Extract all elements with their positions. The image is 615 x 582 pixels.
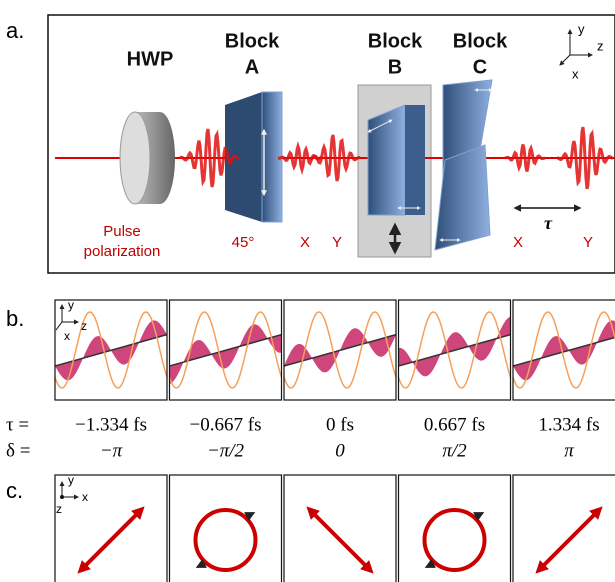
- field-panel: [513, 312, 615, 388]
- delta-value: π/2: [442, 440, 467, 461]
- axis-label: x: [82, 490, 88, 504]
- panel-b: −1.334 fs −π −0.667 fs −π/2 0 fs 0 0.667 fs π/2…: [55, 300, 615, 461]
- figure: a. HWP Block A Block B Block C y z x Pul…: [0, 0, 615, 582]
- panel-frame: [513, 475, 615, 582]
- polarization-circle: [196, 510, 256, 570]
- block-c: [435, 80, 492, 250]
- panel-frame: [284, 475, 396, 582]
- axis-label: z: [81, 319, 87, 333]
- rotation-arrow: [198, 564, 204, 567]
- polarization-arrow: [81, 510, 141, 570]
- block-label: Block: [368, 30, 423, 52]
- axis-label: x: [572, 66, 579, 81]
- pulse-label: polarization: [84, 243, 161, 260]
- panel-frame: [399, 475, 511, 582]
- polarization-label: X: [300, 234, 310, 251]
- axis-label: z: [597, 38, 604, 53]
- tau-value: −1.334 fs: [75, 414, 147, 435]
- axis-line: [55, 335, 167, 366]
- tau-value: 1.334 fs: [538, 414, 599, 435]
- delay-label: τ: [544, 213, 553, 233]
- block-label: B: [388, 56, 402, 78]
- pulse-label: Pulse: [103, 223, 141, 240]
- axis-label: z: [56, 502, 62, 516]
- tau-value: −0.667 fs: [190, 414, 262, 435]
- block-label: Block: [225, 30, 280, 52]
- polarization-label: X: [513, 234, 523, 251]
- hwp-label: HWP: [127, 48, 174, 70]
- axes-b: y z x: [56, 298, 87, 343]
- field-panel: [170, 312, 282, 388]
- axis-label: x: [64, 329, 70, 343]
- delta-label: δ =: [6, 440, 30, 461]
- axis-label: y: [68, 298, 74, 312]
- field-panel: [284, 312, 396, 388]
- delta-value: 0: [335, 440, 345, 461]
- tau-value: 0.667 fs: [424, 414, 485, 435]
- hwp: [120, 112, 175, 204]
- delta-value: π: [564, 440, 574, 461]
- rotation-arrow: [248, 513, 254, 516]
- panel-label: a.: [6, 18, 24, 43]
- panel-frame: [170, 475, 282, 582]
- polarization-label: Y: [332, 234, 342, 251]
- axes-c: y x z: [56, 473, 88, 516]
- delta-value: −π/2: [207, 440, 245, 461]
- rotation-arrow: [477, 513, 483, 516]
- block-label: Block: [453, 30, 508, 52]
- panel-frame: [55, 475, 167, 582]
- axis-label: y: [578, 21, 585, 36]
- field-panel: [55, 312, 167, 388]
- block-label: C: [473, 56, 487, 78]
- tau-value: 0 fs: [326, 414, 354, 435]
- polarization-arrow: [539, 510, 599, 570]
- polarization-arrow: [310, 510, 370, 570]
- axis-label: y: [68, 473, 74, 487]
- delta-value: −π: [100, 440, 123, 461]
- panel-c: [55, 475, 615, 582]
- polarization-circle: [425, 510, 485, 570]
- angle-label: 45°: [232, 234, 255, 251]
- rotation-arrow: [427, 564, 433, 567]
- block-label: A: [245, 56, 259, 78]
- panel-label: c.: [6, 478, 23, 503]
- polarization-label: Y: [583, 234, 593, 251]
- field-panel: [399, 312, 511, 388]
- panel-label: b.: [6, 306, 24, 331]
- tau-label: τ =: [6, 414, 29, 435]
